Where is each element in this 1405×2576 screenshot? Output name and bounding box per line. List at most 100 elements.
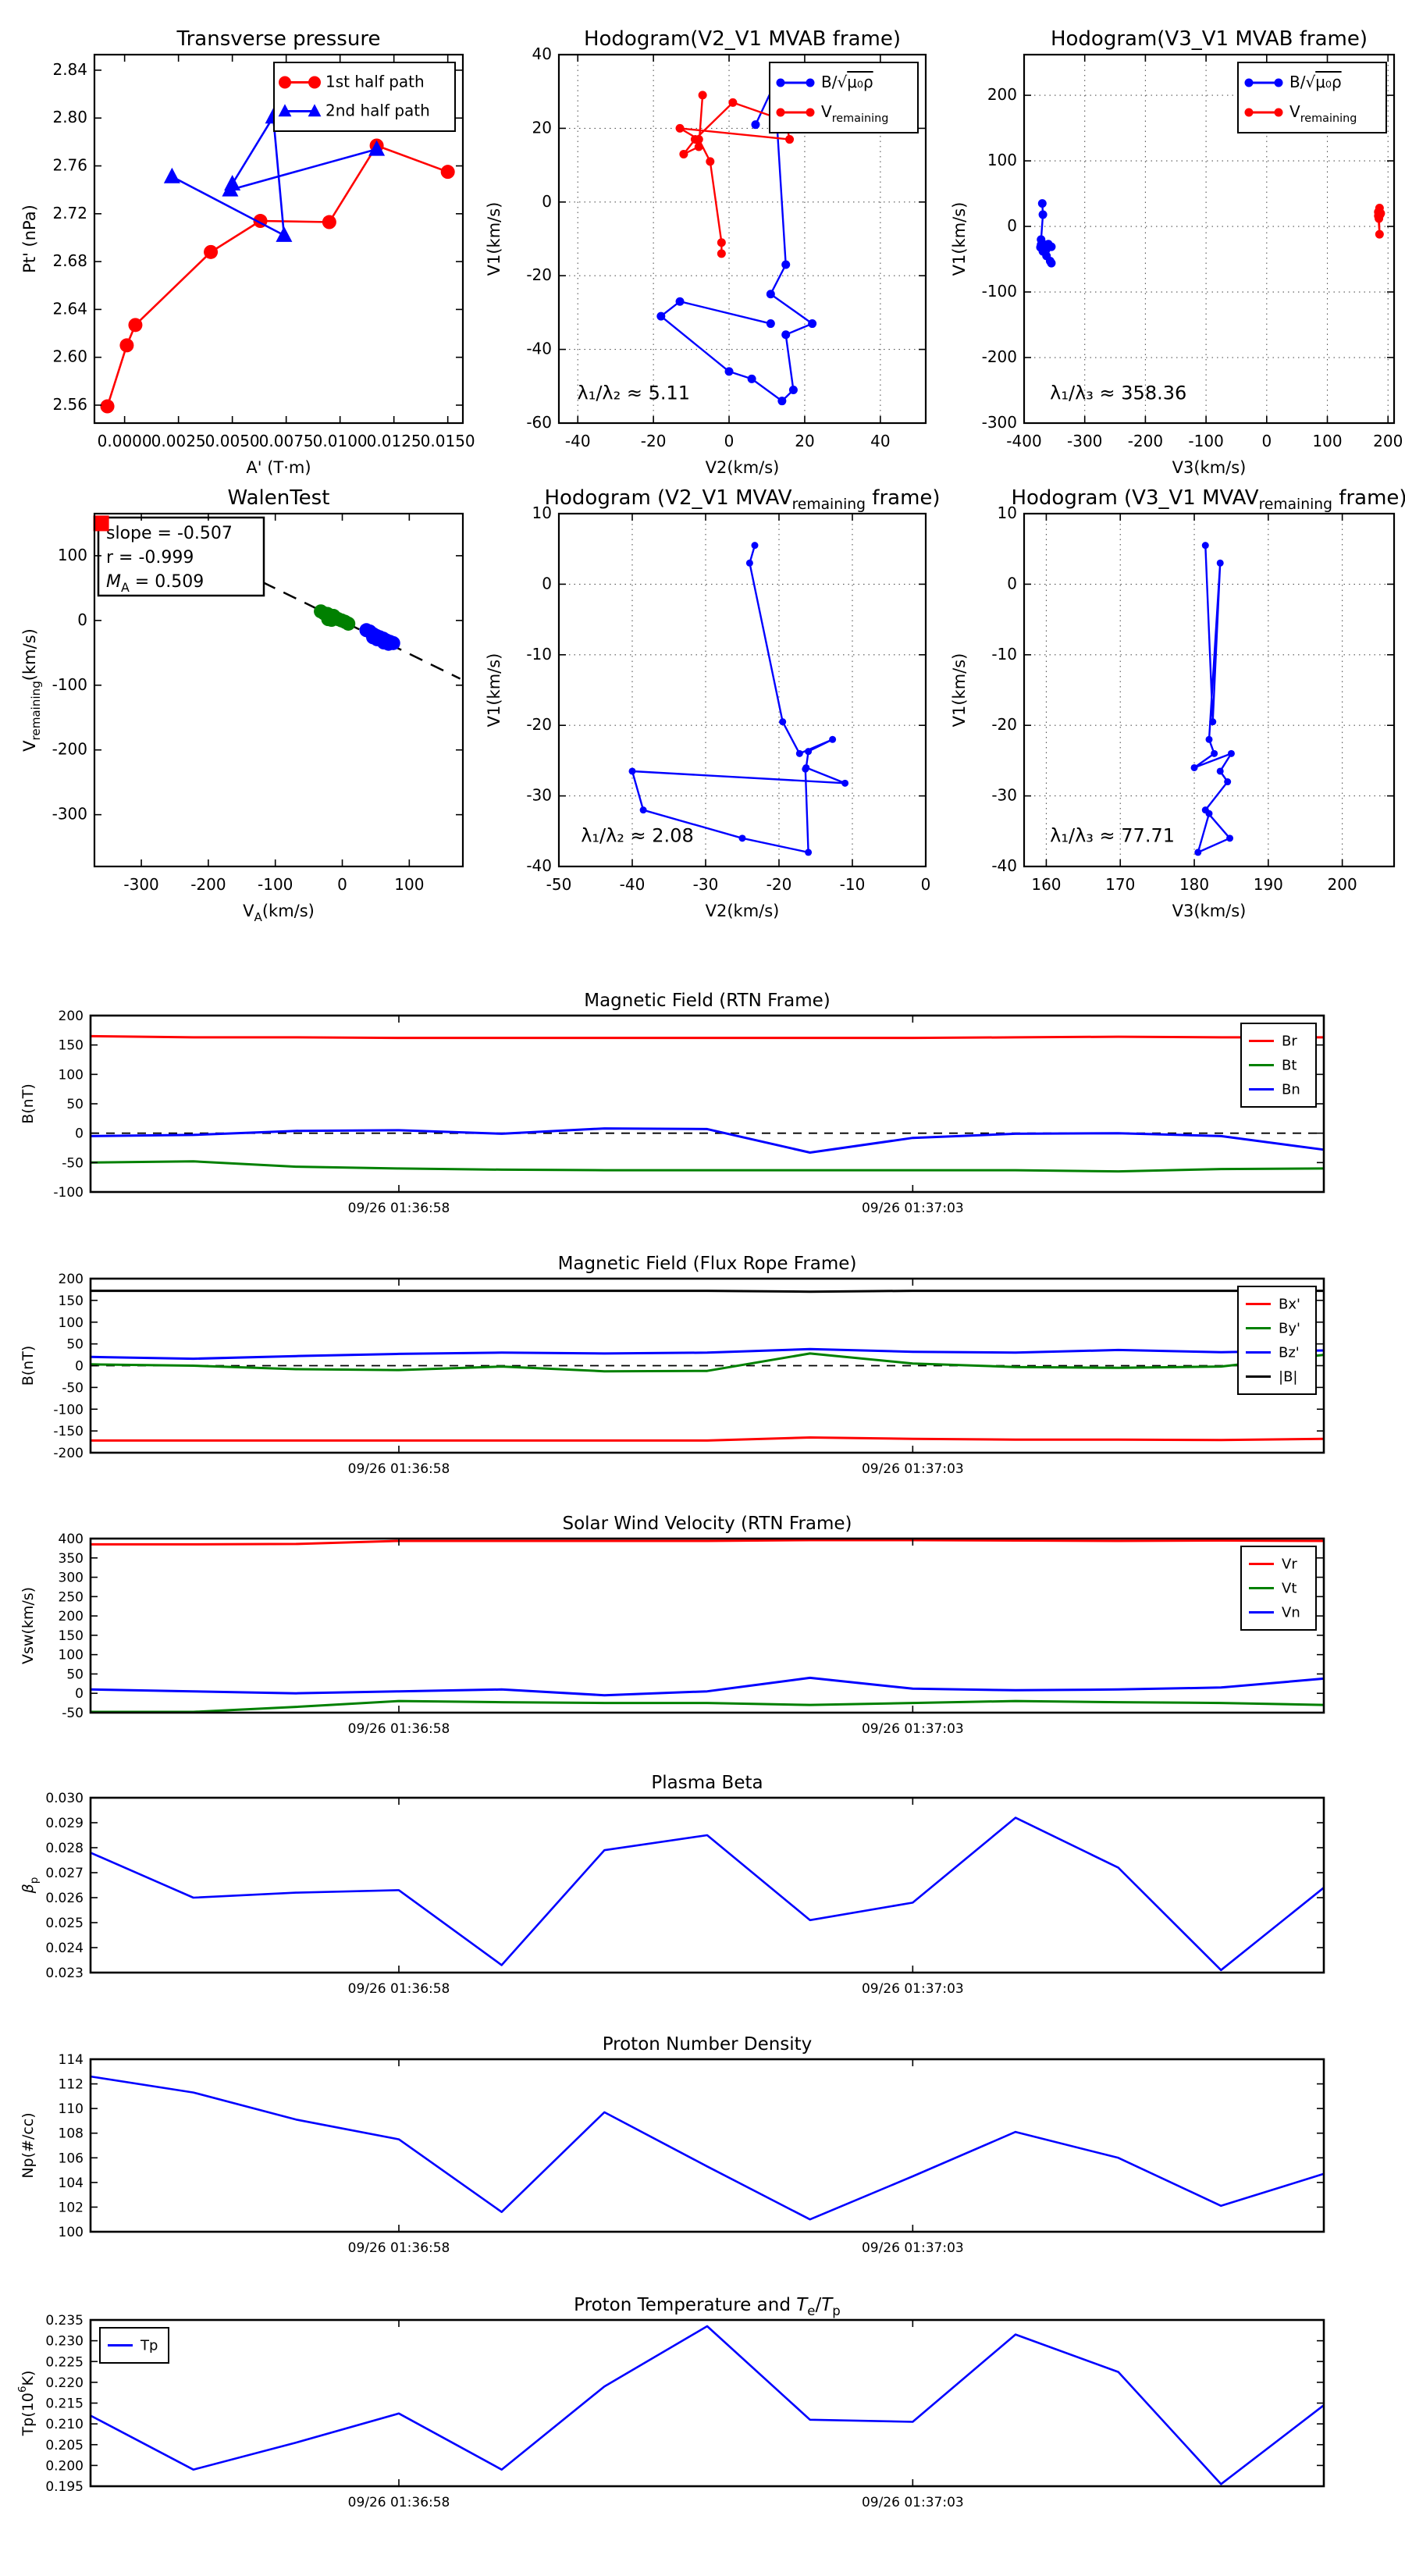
x-tick-label: 170	[1105, 875, 1135, 894]
legend: Br Bt Bn	[1240, 1023, 1317, 1108]
axes-frame	[93, 53, 464, 425]
axes-frame	[89, 1537, 1325, 1714]
y-tick-label: -10	[526, 645, 552, 664]
legend-box	[1237, 62, 1387, 133]
y-tick-label: 2.84	[52, 60, 87, 79]
x-tick-label: -20	[641, 432, 667, 450]
axes-frame	[93, 512, 464, 868]
y-axis-label: B(nT)	[20, 1083, 37, 1124]
series-second-half-cluster-markers	[359, 623, 400, 651]
series-bt	[90, 1160, 1325, 1173]
y-tick-label: -100	[53, 1402, 84, 1418]
y-tick-label: -150	[53, 1424, 84, 1439]
y-tick-label: 300	[59, 1571, 84, 1586]
y-tick-label: 400	[59, 1532, 84, 1547]
y-tick-label: 102	[59, 2200, 84, 2215]
y-tick-label: -100	[52, 675, 87, 694]
x-axis-label: V3(km/s)	[1172, 458, 1247, 477]
y-tick-label: 2.68	[52, 251, 87, 270]
series-second-half-path-markers	[163, 108, 386, 242]
x-tick-label: -200	[1128, 432, 1163, 450]
legend: Bx' By' Bz' |B|	[1237, 1286, 1317, 1395]
y-tick-label: 0.029	[45, 1816, 84, 1831]
lambda-ratio: λ₁/λ₃ ≈ 77.71	[1050, 824, 1175, 846]
legend-label-vt: Vt	[1282, 1581, 1297, 1597]
legend-label-b-total: |B|	[1279, 1369, 1297, 1386]
x-tick-label: -200	[190, 875, 226, 894]
y-tick-label: 100	[59, 2225, 84, 2240]
x-tick-label: 0	[724, 432, 735, 450]
legend-label-second-half-path: 2nd half path	[325, 101, 430, 120]
panel-hodogram-v2v1-mvav: -50 -40 -30 -20 -10 0-40-30-20-10010Hodogram …	[485, 486, 941, 920]
y-tick-label: -30	[526, 786, 552, 805]
legend-label-bn: Bn	[1282, 1082, 1300, 1098]
y-tick-label: 0.023	[45, 1966, 84, 1981]
panel-solar-wind-velocity: 09/26 01:36:58 09/26 01:37:03 -50 0 50 100 150…	[20, 1514, 1325, 1737]
y-tick-label: 2.76	[52, 156, 87, 175]
x-tick-label: 20	[795, 432, 814, 450]
panel-title: Plasma Beta	[651, 1773, 763, 1793]
x-tick-label: 0.0050	[205, 432, 260, 450]
y-tick-label: 0	[77, 610, 87, 629]
ticks: 09/26 01:36:58 09/26 01:37:03 100 102 104 106…	[59, 2052, 1324, 2256]
y-tick-label: 0.215	[45, 2396, 84, 2412]
x-axis-label: V2(km/s)	[706, 458, 780, 477]
y-tick-label: -100	[982, 282, 1017, 301]
y-axis-label: Vremaining(km/s)	[20, 628, 43, 752]
y-tick-label: 110	[59, 2101, 84, 2117]
y-tick-label: 150	[59, 1293, 84, 1309]
ticks: 09/26 01:36:58 09/26 01:37:03 -200 -150 -100…	[53, 1272, 1324, 1477]
ticks: -400 -300 -200 -100 0 100 200-300-200-10001002…	[982, 55, 1403, 450]
y-tick-label: 50	[66, 1337, 84, 1353]
ticks: -300 -200 -100 0 100 -300 -200 -100 0 100	[52, 514, 463, 894]
series-corner-marker-markers	[93, 515, 109, 532]
panel-transverse-pressure: 0.0000 0.0025 0.0050 0.0075 0.0100 0.0125 0.01…	[20, 27, 475, 477]
series-bx-prime-line	[91, 1436, 1325, 1442]
series-by-prime-line	[90, 1352, 1325, 1373]
x-tick-label: 0.0000	[98, 432, 152, 450]
y-axis-label: B(nT)	[20, 1346, 37, 1386]
legend: Vr Vt Vn	[1240, 1546, 1317, 1631]
legend-box	[1237, 1286, 1317, 1395]
y-axis-label: V1(km/s)	[950, 202, 969, 276]
y-tick-label: -60	[526, 413, 552, 432]
y-tick-label: 200	[59, 1272, 84, 1287]
y-tick-label: 100	[987, 151, 1017, 169]
y-tick-label: 2.80	[52, 108, 87, 126]
grid	[558, 513, 927, 867]
x-tick-label: 09/26 01:37:03	[862, 2495, 964, 2510]
x-tick-label: 09/26 01:37:03	[862, 2240, 964, 2256]
series-np	[90, 2075, 1325, 2221]
y-axis-label: V1(km/s)	[485, 202, 503, 276]
y-tick-label: -200	[52, 740, 87, 759]
series-by-prime	[90, 1352, 1325, 1373]
series-tp-line	[90, 2325, 1325, 2485]
y-tick-label: 0	[75, 1126, 84, 1142]
series-corner-marker	[93, 515, 109, 532]
x-tick-label: -20	[767, 875, 792, 894]
series-b-total-line	[91, 1290, 1324, 1293]
legend-box	[273, 62, 456, 132]
info-box: slope = -0.507 r = -0.999 MA = 0.509	[97, 516, 265, 597]
y-tick-label: -300	[52, 805, 87, 824]
panel-title: Solar Wind Velocity (RTN Frame)	[562, 1514, 852, 1534]
legend-label-vr: Vr	[1282, 1557, 1297, 1573]
legend-label-bt: Bt	[1282, 1058, 1297, 1074]
y-tick-label: 100	[59, 1067, 84, 1083]
x-tick-label: -30	[693, 875, 719, 894]
series-beta-p-line	[90, 1816, 1325, 1972]
ticks: -40 -20 0 20 40 -60 -40 -20 0 20 40	[526, 44, 926, 450]
series-br	[90, 1034, 1324, 1040]
x-tick-label: 09/26 01:36:58	[348, 1721, 450, 1737]
axes-frame	[89, 2058, 1325, 2233]
x-tick-label: -10	[840, 875, 866, 894]
series-bz-prime	[90, 1347, 1325, 1361]
y-tick-label: -20	[526, 265, 552, 284]
series-second-half-cluster	[359, 623, 400, 651]
y-tick-label: 10	[998, 503, 1017, 522]
series-tp	[90, 2325, 1325, 2485]
y-tick-label: 0.026	[45, 1891, 84, 1906]
x-tick-label: -300	[123, 875, 158, 894]
